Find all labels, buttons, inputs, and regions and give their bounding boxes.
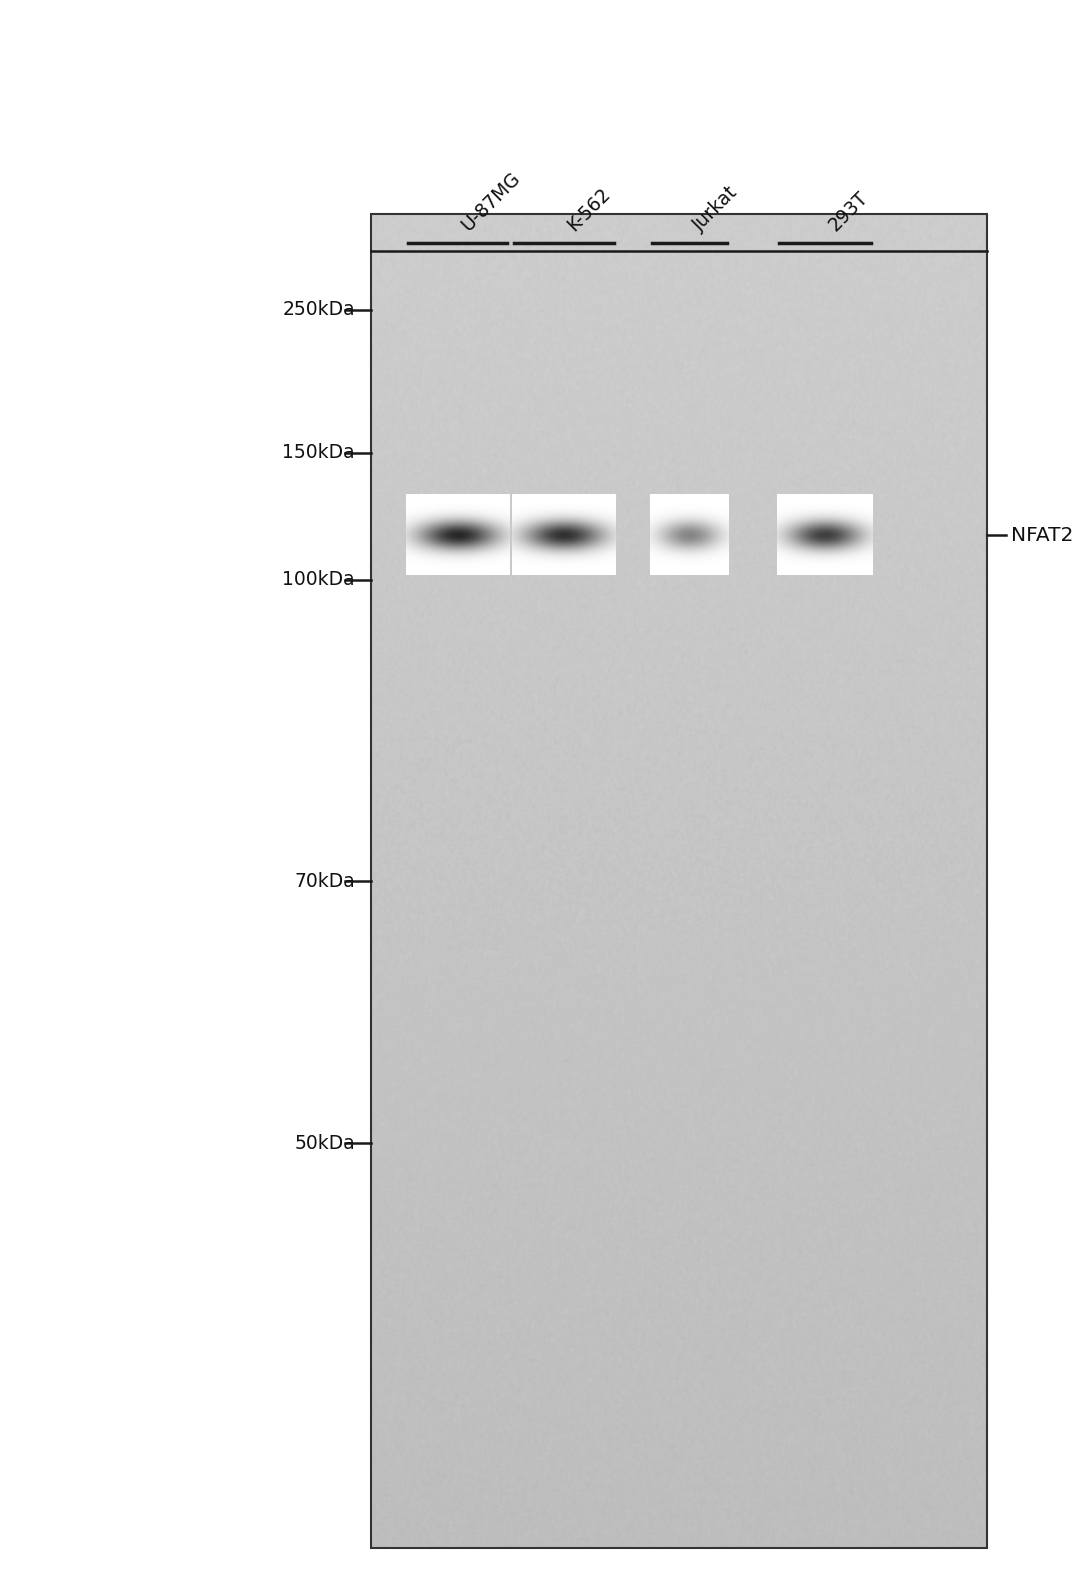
Text: Jurkat: Jurkat: [689, 183, 742, 235]
Text: NFAT2: NFAT2: [1011, 526, 1074, 545]
Text: 293T: 293T: [825, 189, 872, 235]
Text: 50kDa: 50kDa: [295, 1134, 355, 1153]
Text: U-87MG: U-87MG: [458, 168, 524, 235]
Text: 150kDa: 150kDa: [283, 443, 355, 462]
Text: 250kDa: 250kDa: [283, 300, 355, 319]
Text: 70kDa: 70kDa: [295, 872, 355, 891]
Text: 100kDa: 100kDa: [283, 570, 355, 589]
Bar: [370, 214, 987, 1548]
Text: K-562: K-562: [564, 184, 615, 235]
